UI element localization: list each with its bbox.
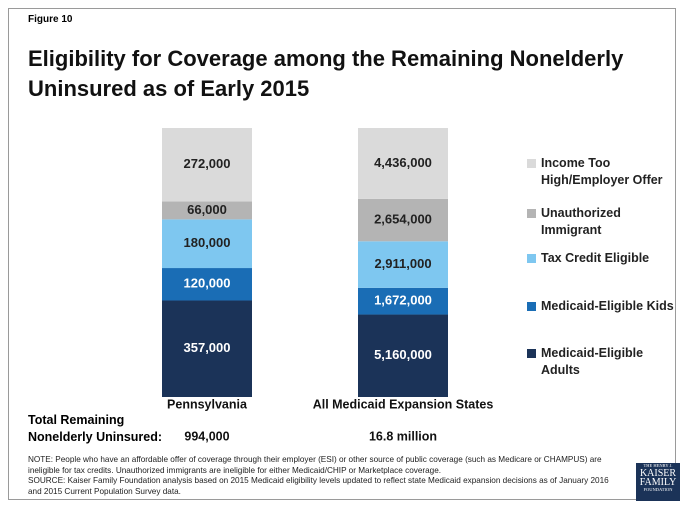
legend-item: Tax Credit Eligible: [527, 250, 677, 267]
data-label: 2,911,000: [374, 256, 431, 271]
total-title: Total Remaining Nonelderly Uninsured:: [28, 413, 163, 444]
logo-text: FAMILY: [639, 477, 677, 488]
total-label: 16.8 million: [369, 429, 437, 443]
bar-segment: [358, 198, 448, 242]
data-label: 357,000: [184, 340, 231, 355]
data-label: 5,160,000: [374, 347, 432, 362]
source: SOURCE: Kaiser Family Foundation analysi…: [28, 476, 609, 496]
data-label: 1,672,000: [374, 293, 432, 308]
bar-segment: [358, 128, 448, 199]
bar-segment: [162, 300, 252, 397]
bar-segment: [162, 128, 252, 202]
legend-label: Tax Credit Eligible: [541, 251, 650, 265]
legend-item: Medicaid-Eligible Adults: [527, 345, 677, 379]
legend-item: Unauthorized Immigrant: [527, 205, 677, 239]
x-tick-label: Pennsylvania: [167, 397, 248, 411]
data-label: 66,000: [187, 202, 227, 217]
legend-swatch: [527, 209, 536, 218]
legend-swatch: [527, 159, 536, 168]
data-label: 120,000: [184, 276, 231, 291]
legend-label: Unauthorized Immigrant: [541, 206, 621, 237]
logo-text: FOUNDATION: [643, 487, 673, 492]
legend-label: Medicaid-Eligible Kids: [541, 299, 674, 313]
legend-item: Income Too High/Employer Offer: [527, 155, 677, 189]
data-label: 4,436,000: [374, 155, 432, 170]
data-label: 2,654,000: [374, 212, 432, 227]
logo-text: THE HENRY J.: [643, 463, 673, 468]
notes: NOTE: People who have an affordable offe…: [28, 455, 623, 497]
legend-label: Income Too High/Employer Offer: [541, 156, 663, 187]
bar-segment: [162, 268, 252, 301]
legend-label: Medicaid-Eligible Adults: [541, 346, 644, 377]
legend-swatch: [527, 302, 536, 311]
total-label: 994,000: [184, 429, 229, 443]
data-label: 272,000: [184, 156, 231, 171]
bar-segment: [358, 287, 448, 315]
bar-segment: [358, 314, 448, 397]
legend-swatch: [527, 254, 536, 263]
bar-segment: [358, 241, 448, 288]
logo-text: KAISER: [639, 468, 677, 479]
figure-label: Figure 10: [28, 14, 73, 25]
logo: THE HENRY J. KAISER FAMILY FOUNDATION: [636, 463, 680, 501]
frame: [8, 8, 676, 500]
legend-item: Medicaid-Eligible Kids: [527, 298, 677, 315]
note: NOTE: People who have an affordable offe…: [28, 455, 602, 475]
x-tick-label: All Medicaid Expansion States: [313, 397, 494, 411]
bar-segment: [162, 219, 252, 269]
bar-segment: [162, 201, 252, 220]
data-label: 180,000: [184, 235, 231, 250]
chart-title: Eligibility for Coverage among the Remai…: [28, 46, 624, 101]
legend-swatch: [527, 349, 536, 358]
